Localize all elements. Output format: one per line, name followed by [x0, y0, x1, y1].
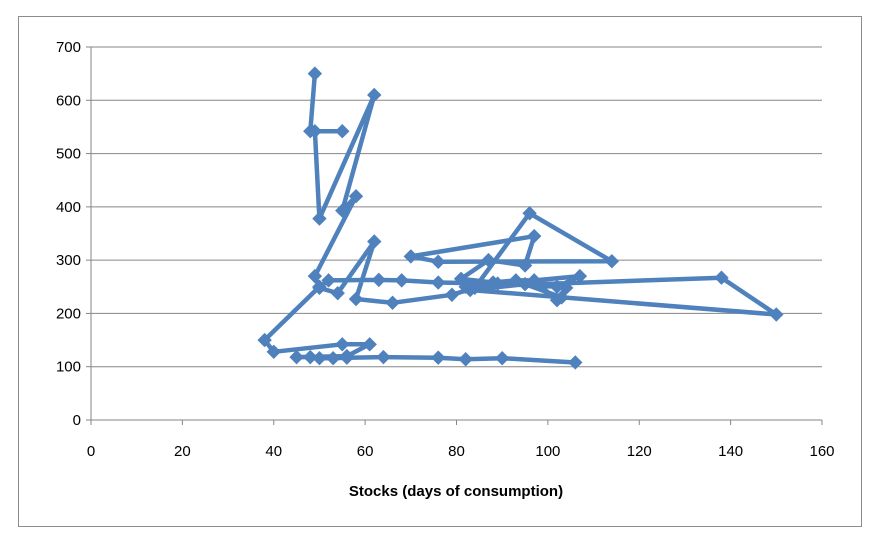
data-point [348, 188, 364, 204]
data-point [257, 332, 272, 348]
series-layer [257, 66, 784, 370]
data-point [526, 228, 542, 244]
data-point [307, 123, 323, 139]
data-point [335, 123, 350, 139]
x-tick-label: 20 [174, 443, 191, 460]
data-point [568, 355, 583, 370]
x-tick-label: 160 [809, 443, 834, 460]
data-point [458, 352, 473, 367]
data-point [367, 234, 382, 249]
data-point [517, 258, 533, 273]
data-point [549, 279, 565, 294]
y-tick-label: 500 [56, 146, 81, 163]
data-point [325, 350, 341, 366]
data-point [431, 275, 446, 290]
data-point [522, 206, 537, 221]
data-point [517, 276, 533, 292]
gridlines [91, 46, 822, 368]
data-point [481, 252, 496, 268]
data-point [490, 276, 505, 291]
y-tick-label: 300 [56, 252, 81, 269]
data-point [385, 295, 400, 310]
data-point [444, 287, 460, 302]
data-point [394, 273, 409, 288]
data-point [289, 349, 304, 365]
series-line [262, 73, 779, 365]
data-point [376, 349, 391, 365]
y-tick-label: 600 [56, 92, 81, 109]
x-tick-label: 140 [718, 443, 743, 460]
y-tick-label: 100 [56, 359, 81, 376]
data-point [312, 350, 327, 366]
data-point [312, 279, 327, 294]
data-point [303, 349, 318, 365]
y-tick-label: 400 [56, 199, 81, 216]
x-tick-label: 40 [265, 443, 282, 460]
data-point [266, 344, 281, 360]
data-point [348, 291, 364, 307]
x-tick-labels: 0 20 40 60 80 100 120 140 160 [87, 443, 835, 460]
data-point [554, 290, 569, 305]
data-point [312, 211, 327, 226]
data-point [458, 279, 473, 294]
y-tick-label: 0 [73, 412, 81, 429]
data-point [403, 249, 419, 264]
data-point [330, 285, 345, 301]
data-point [371, 272, 387, 288]
x-tick-label: 0 [87, 443, 95, 460]
data-point [335, 203, 350, 218]
data-point [307, 268, 323, 284]
x-tick-label: 100 [535, 443, 560, 460]
data-point [307, 66, 323, 81]
x-tick-label: 60 [357, 443, 374, 460]
data-point [367, 87, 382, 103]
data-point [714, 270, 729, 285]
x-axis-title: Stocks (days of consumption) [349, 483, 563, 500]
data-point [769, 307, 784, 322]
axes [86, 46, 823, 425]
y-tick-label: 200 [56, 305, 81, 322]
x-tick-label: 80 [448, 443, 465, 460]
data-point [431, 350, 446, 365]
data-point [362, 337, 377, 352]
data-point [339, 350, 355, 365]
data-point [335, 337, 350, 352]
data-point [431, 254, 446, 269]
data-point [572, 268, 588, 284]
y-tick-label: 700 [56, 39, 81, 56]
data-point [604, 254, 620, 269]
y-tick-labels: 0 100 200 300 400 500 600 700 [56, 39, 81, 429]
data-point [494, 350, 510, 366]
data-point [321, 273, 336, 288]
x-tick-label: 120 [627, 443, 652, 460]
